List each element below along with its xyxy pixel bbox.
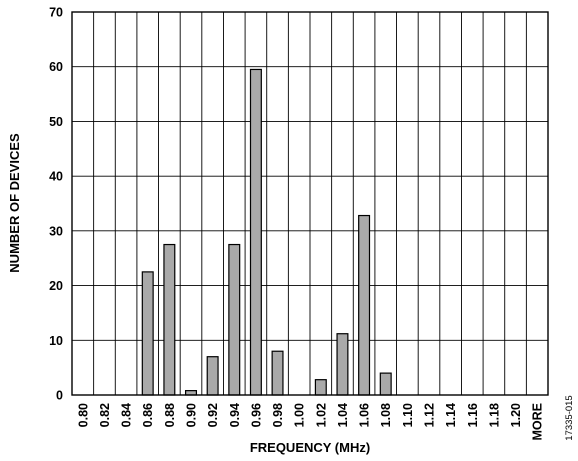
figure-id: 17335-015 — [564, 395, 575, 440]
y-tick-labels: 0 10 20 30 40 50 60 70 — [49, 6, 63, 403]
x-tick-label: 1.06 — [358, 403, 372, 427]
x-tick-label: 1.14 — [444, 403, 458, 427]
y-tick-label: 20 — [49, 279, 63, 293]
x-tick-label: 1.10 — [401, 403, 415, 427]
y-tick-label: 70 — [49, 6, 63, 20]
bar — [314, 379, 327, 396]
x-tick-label: 1.02 — [314, 403, 328, 427]
x-tick-label: 1.08 — [379, 403, 393, 427]
plot-frame — [71, 11, 549, 396]
x-tick-label: 0.84 — [120, 403, 134, 427]
bar — [228, 243, 241, 396]
x-tick-label: 1.16 — [466, 403, 480, 427]
bar — [358, 214, 371, 396]
x-tick-label: 0.86 — [141, 403, 155, 427]
x-tick-label: 1.04 — [336, 403, 350, 427]
x-tick-label: 0.90 — [185, 403, 199, 427]
x-tick-label: MORE — [531, 403, 545, 441]
y-tick-label: 0 — [56, 389, 63, 403]
bar — [206, 356, 219, 396]
x-tick-label: 1.18 — [487, 403, 501, 427]
x-tick-label: 0.88 — [163, 403, 177, 427]
bars — [141, 68, 392, 396]
bar — [271, 350, 284, 396]
x-tick-label: 0.82 — [98, 403, 112, 427]
y-tick-label: 40 — [49, 170, 63, 184]
bar — [379, 372, 392, 396]
y-tick-label: 30 — [49, 224, 63, 238]
x-tick-label: 0.96 — [249, 403, 263, 427]
bar — [141, 271, 154, 396]
bar — [336, 333, 349, 396]
x-tick-label: 1.20 — [509, 403, 523, 427]
y-tick-label: 50 — [49, 115, 63, 129]
x-tick-label: 1.00 — [293, 403, 307, 427]
bar — [163, 243, 176, 396]
x-tick-label: 0.80 — [76, 403, 90, 427]
grid — [72, 12, 548, 395]
y-tick-label: 60 — [49, 60, 63, 74]
x-tick-label: 0.92 — [206, 403, 220, 427]
y-axis-title: NUMBER OF DEVICES — [7, 133, 22, 273]
x-tick-label: 0.94 — [228, 403, 242, 427]
x-tick-label: 1.12 — [423, 403, 437, 427]
x-axis-title: FREQUENCY (MHz) — [250, 440, 370, 455]
bar — [249, 68, 262, 396]
x-tick-label: 0.98 — [271, 403, 285, 427]
y-tick-label: 10 — [49, 334, 63, 348]
x-tick-labels: 0.80 0.82 0.84 0.86 0.88 0.90 0.92 0.94 0.96 0.98… — [76, 403, 544, 441]
